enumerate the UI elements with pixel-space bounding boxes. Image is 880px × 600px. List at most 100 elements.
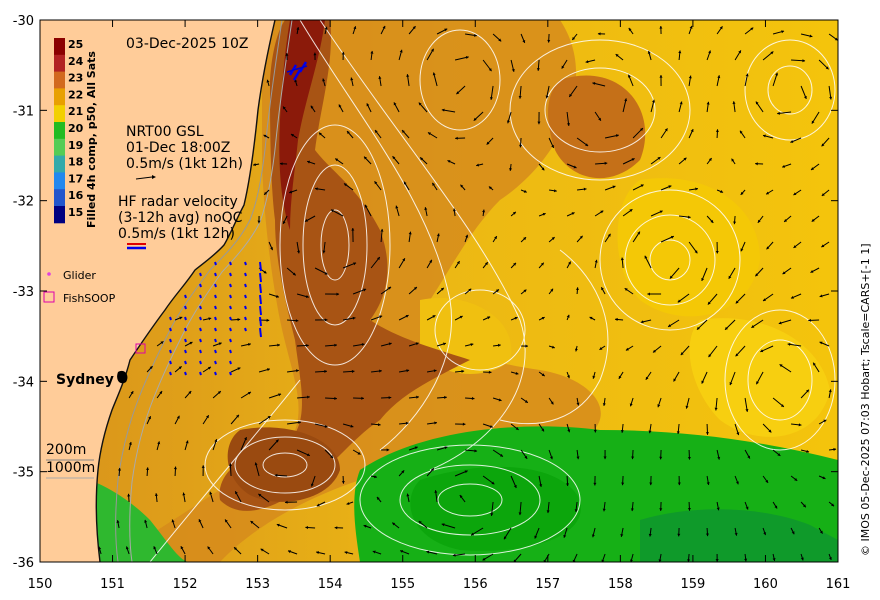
velocity-arrow-head: [800, 557, 804, 561]
velocity-arrow-head: [364, 204, 368, 208]
x-tick-label: 154: [318, 577, 343, 592]
glider-legend-label: Glider: [63, 269, 96, 282]
velocity-arrow-head: [819, 294, 823, 298]
velocity-arrow-head: [775, 72, 779, 76]
velocity-arrow-head: [436, 233, 440, 237]
velocity-arrow-head: [157, 441, 161, 445]
velocity-arrow-head: [257, 220, 261, 224]
velocity-arrow-head: [573, 165, 577, 169]
velocity-arrow-head: [296, 27, 300, 30]
hf-radar-arrow: [259, 305, 262, 316]
velocity-arrow-head: [621, 482, 625, 486]
velocity-arrow-head: [413, 287, 417, 290]
velocity-arrow-head: [350, 424, 354, 428]
velocity-arrow-head: [714, 407, 718, 411]
velocity-arrow-head: [363, 524, 367, 528]
colorbar-swatch: [54, 71, 65, 89]
velocity-arrow-head: [765, 479, 769, 483]
velocity-arrow-head: [705, 533, 709, 537]
velocity-arrow-head: [432, 315, 436, 318]
velocity-arrow-head: [275, 294, 279, 298]
velocity-arrow-head: [717, 456, 721, 460]
hf-radar-arrow: [199, 360, 202, 365]
velocity-arrow-head: [405, 421, 409, 425]
velocity-arrow-head: [513, 485, 517, 488]
velocity-arrow-head: [647, 50, 651, 54]
velocity-arrow-head: [236, 414, 239, 418]
velocity-arrow-head: [376, 257, 380, 261]
velocity-arrow-head: [353, 262, 357, 266]
velocity-arrow-head: [688, 75, 692, 79]
velocity-arrow-head: [176, 415, 180, 419]
velocity-arrow-head: [602, 508, 606, 512]
velocity-arrow-head: [551, 237, 555, 240]
velocity-arrow-head: [747, 455, 750, 459]
velocity-arrow-head: [811, 120, 815, 124]
velocity-arrow-head: [401, 470, 405, 474]
velocity-arrow-head: [659, 75, 663, 78]
velocity-arrow-head: [474, 33, 477, 37]
hf-radar-arrow: [169, 327, 172, 332]
velocity-arrow-head: [361, 343, 365, 347]
hf-radar-arrow: [184, 338, 187, 343]
velocity-arrow-head: [615, 317, 618, 322]
hf-radar-arrow: [244, 316, 247, 321]
velocity-arrow-head: [283, 106, 286, 110]
velocity-arrow-head: [499, 453, 503, 457]
velocity-arrow-head: [366, 103, 370, 107]
city-label-sydney: Sydney: [56, 372, 114, 388]
fishsoop-legend-label: FishSOOP: [63, 292, 116, 305]
velocity-arrow-head: [733, 221, 737, 225]
velocity-arrow-head: [125, 546, 129, 550]
velocity-arrow-head: [266, 318, 270, 322]
velocity-arrow-head: [572, 37, 576, 40]
hf-radar-arrow: [199, 305, 202, 310]
velocity-arrow-head: [790, 295, 794, 299]
x-tick-label: 155: [390, 577, 415, 592]
velocity-arrow-head: [153, 546, 157, 550]
velocity-arrow-head: [631, 456, 635, 460]
glider-key-title: NRT00 GSL: [126, 124, 204, 140]
velocity-arrow-head: [291, 134, 295, 137]
velocity-arrow-head: [429, 259, 432, 263]
velocity-arrow-head: [461, 369, 465, 373]
hf-radar-arrow: [229, 305, 232, 310]
y-tick-label: -32: [13, 195, 34, 210]
velocity-arrow-head: [432, 182, 436, 186]
velocity-arrow-head: [551, 144, 554, 148]
colorbar-tick-label: 21: [68, 105, 83, 118]
velocity-arrow-head: [433, 369, 437, 373]
velocity-arrow-head: [488, 186, 492, 190]
velocity-arrow-head: [292, 272, 296, 276]
y-tick-label: -30: [13, 14, 34, 29]
velocity-arrow-head: [459, 315, 463, 319]
hf-radar-arrow: [244, 283, 247, 288]
hf-radar-line2: (3-12h avg) noQC: [118, 210, 243, 226]
velocity-arrow-head: [518, 95, 522, 99]
velocity-arrow-head: [324, 318, 328, 322]
velocity-arrow-head: [782, 164, 786, 168]
velocity-arrow-head: [418, 102, 422, 106]
velocity-arrow-head: [297, 250, 301, 254]
velocity-arrow-head: [468, 288, 472, 292]
velocity-arrow-head: [324, 26, 328, 30]
velocity-arrow-head: [524, 399, 528, 403]
colorbar-tick-label: 22: [68, 88, 83, 101]
velocity-arrow-head: [628, 74, 631, 78]
velocity-arrow-head: [275, 439, 279, 443]
velocity-arrow-head: [464, 470, 468, 474]
velocity-arrow-head: [402, 130, 405, 134]
velocity-arrow-head: [648, 533, 652, 537]
velocity-arrow-head: [593, 482, 597, 486]
velocity-arrow-head: [171, 519, 175, 523]
velocity-arrow-head: [350, 77, 354, 81]
x-tick-label: 157: [535, 577, 560, 592]
x-tick-label: 153: [245, 577, 270, 592]
velocity-arrow-head: [649, 482, 653, 486]
velocity-arrow-head: [452, 553, 456, 557]
velocity-arrow-head: [687, 457, 691, 460]
velocity-arrow-head: [551, 345, 555, 349]
velocity-arrow-head: [600, 210, 604, 214]
x-tick-label: 160: [753, 577, 778, 592]
velocity-arrow-head: [744, 558, 748, 562]
